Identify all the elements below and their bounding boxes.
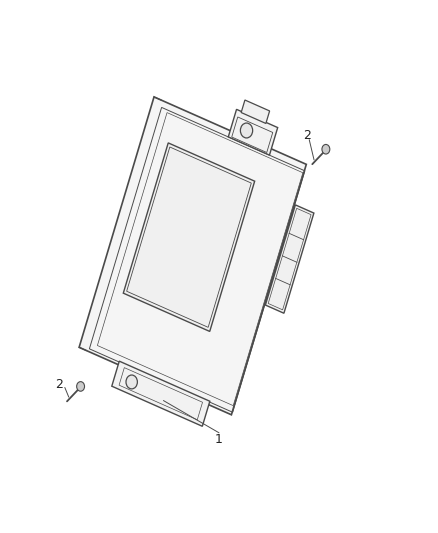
Polygon shape xyxy=(112,361,210,426)
Circle shape xyxy=(77,382,85,391)
Polygon shape xyxy=(123,143,254,332)
Polygon shape xyxy=(265,205,314,313)
Circle shape xyxy=(322,144,330,154)
Polygon shape xyxy=(241,100,270,124)
Polygon shape xyxy=(79,97,306,415)
Polygon shape xyxy=(228,109,278,155)
Circle shape xyxy=(126,375,138,389)
Text: 2: 2 xyxy=(303,130,311,142)
Circle shape xyxy=(240,123,253,138)
Text: 2: 2 xyxy=(55,378,63,391)
Text: 1: 1 xyxy=(215,433,223,446)
